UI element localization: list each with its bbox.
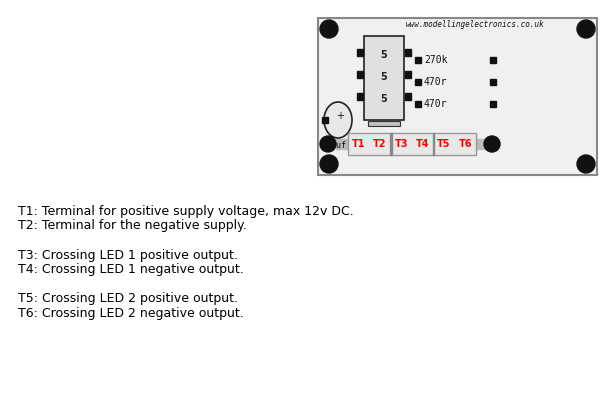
- Bar: [348, 133, 476, 155]
- Bar: [405, 70, 411, 78]
- Text: 270k: 270k: [424, 55, 448, 65]
- Text: 5: 5: [380, 72, 388, 82]
- Bar: [318, 18, 597, 175]
- Text: T5: Crossing LED 2 positive output.: T5: Crossing LED 2 positive output.: [18, 292, 238, 305]
- Bar: [336, 139, 348, 149]
- Bar: [368, 121, 400, 126]
- Bar: [357, 70, 363, 78]
- Bar: [476, 139, 484, 149]
- Text: T1: T1: [352, 139, 365, 149]
- Text: T3: Crossing LED 1 positive output.: T3: Crossing LED 1 positive output.: [18, 248, 238, 262]
- Text: T4: T4: [416, 139, 430, 149]
- Text: T3: T3: [395, 139, 408, 149]
- Text: T2: Terminal for the negative supply.: T2: Terminal for the negative supply.: [18, 220, 247, 232]
- Text: T1: Terminal for positive supply voltage, max 12v DC.: T1: Terminal for positive supply voltage…: [18, 205, 354, 218]
- Text: 10uf: 10uf: [326, 141, 346, 150]
- Text: T4: Crossing LED 1 negative output.: T4: Crossing LED 1 negative output.: [18, 263, 244, 276]
- Text: 5: 5: [380, 94, 388, 104]
- Bar: [364, 36, 404, 120]
- Text: T2: T2: [373, 139, 387, 149]
- Text: +: +: [336, 111, 344, 121]
- Text: T6: T6: [458, 139, 472, 149]
- Bar: [405, 92, 411, 100]
- Bar: [490, 79, 496, 85]
- Ellipse shape: [324, 102, 352, 138]
- Circle shape: [320, 20, 338, 38]
- Bar: [405, 48, 411, 56]
- Circle shape: [484, 136, 500, 152]
- Bar: [415, 101, 421, 107]
- Text: 5: 5: [380, 50, 388, 60]
- Text: 470r: 470r: [424, 77, 448, 87]
- Bar: [490, 57, 496, 63]
- Circle shape: [320, 136, 336, 152]
- Bar: [322, 117, 328, 123]
- Bar: [415, 79, 421, 85]
- Bar: [390, 133, 392, 155]
- Circle shape: [577, 155, 595, 173]
- Text: www.modellingelectronics.co.uk: www.modellingelectronics.co.uk: [406, 20, 545, 29]
- Text: T6: Crossing LED 2 negative output.: T6: Crossing LED 2 negative output.: [18, 306, 244, 320]
- Bar: [433, 133, 434, 155]
- Text: 470r: 470r: [424, 99, 448, 109]
- Text: T5: T5: [437, 139, 451, 149]
- Bar: [357, 92, 363, 100]
- Bar: [357, 48, 363, 56]
- Bar: [415, 57, 421, 63]
- Bar: [490, 101, 496, 107]
- Circle shape: [577, 20, 595, 38]
- Circle shape: [320, 155, 338, 173]
